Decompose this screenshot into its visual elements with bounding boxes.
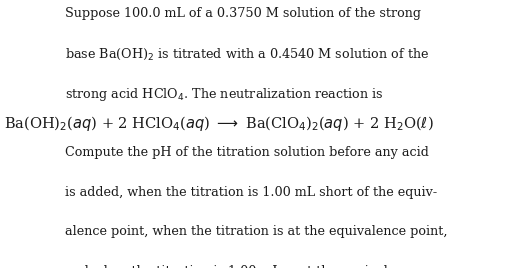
Text: and when the titration is 1.00 mL past the equivalence: and when the titration is 1.00 mL past t… bbox=[65, 265, 418, 268]
Text: Suppose 100.0 mL of a 0.3750 M solution of the strong: Suppose 100.0 mL of a 0.3750 M solution … bbox=[65, 7, 421, 20]
Text: Compute the pH of the titration solution before any acid: Compute the pH of the titration solution… bbox=[65, 146, 429, 159]
Text: Ba(OH)$_2$($aq$) + 2 HClO$_4$($aq$) $\longrightarrow$ Ba(ClO$_4$)$_2$($aq$) + 2 : Ba(OH)$_2$($aq$) + 2 HClO$_4$($aq$) $\lo… bbox=[4, 114, 434, 133]
Text: base Ba(OH)$_2$ is titrated with a 0.4540 M solution of the: base Ba(OH)$_2$ is titrated with a 0.454… bbox=[65, 46, 429, 62]
Text: strong acid HClO$_4$. The neutralization reaction is: strong acid HClO$_4$. The neutralization… bbox=[65, 86, 384, 103]
Text: alence point, when the titration is at the equivalence point,: alence point, when the titration is at t… bbox=[65, 225, 447, 239]
Text: is added, when the titration is 1.00 mL short of the equiv-: is added, when the titration is 1.00 mL … bbox=[65, 186, 437, 199]
